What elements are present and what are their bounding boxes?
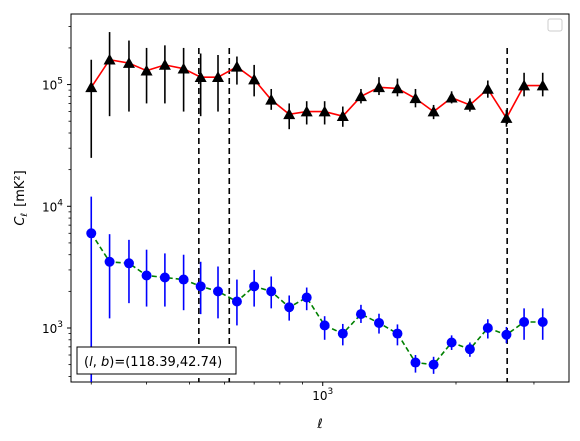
svg-text:Cℓ[mK²]: Cℓ [mK²] (13, 170, 30, 225)
data-point-circle (123, 258, 134, 269)
data-point-triangle (427, 105, 440, 117)
data-point-triangle (265, 93, 278, 105)
data-point-triangle (536, 79, 549, 91)
data-point-triangle (354, 90, 367, 102)
data-point-circle (159, 272, 170, 283)
data-point-triangle (445, 91, 458, 103)
data-point-circle (178, 274, 189, 285)
data-point-circle (337, 328, 348, 339)
data-point-triangle (194, 71, 207, 82)
annotation-b: b (101, 355, 109, 370)
data-point-circle (213, 286, 224, 297)
data-point-triangle (500, 112, 513, 123)
data-point-circle (519, 317, 530, 328)
series-1 (85, 32, 549, 158)
data-point-triangle (300, 105, 313, 117)
x-tick-label: 103 (312, 387, 333, 403)
y-tick-label: 105 (42, 77, 63, 93)
data-point-triangle (230, 60, 243, 72)
plot-area (70, 13, 570, 383)
data-point-triangle (283, 108, 296, 120)
data-point-circle (410, 357, 421, 368)
data-point-triangle (140, 64, 153, 76)
legend-box (547, 18, 563, 32)
data-point-circle (249, 281, 260, 292)
data-point-triangle (318, 105, 331, 117)
data-point-triangle (177, 62, 190, 74)
data-point-circle (392, 328, 403, 339)
y-tick-label: 103 (42, 320, 63, 336)
data-point-triangle (463, 98, 476, 110)
svg-text:(l, b)=(118.39,42.74): (l, b)=(118.39,42.74) (84, 355, 222, 370)
y-tick-label: 104 (42, 198, 63, 214)
data-point-triangle (336, 110, 349, 121)
annotation-l: l (89, 355, 93, 370)
data-point-triangle (518, 79, 531, 91)
data-point-circle (284, 302, 295, 313)
data-point-triangle (85, 81, 98, 93)
data-point-triangle (481, 82, 494, 94)
y-axis-label-sub: ℓ (20, 213, 30, 218)
data-point-triangle (212, 71, 225, 82)
y-axis-ticks: 103 104 105 (42, 26, 71, 377)
data-point-circle (141, 270, 152, 281)
data-point-triangle (103, 53, 116, 65)
data-point-circle (501, 329, 512, 340)
data-point-circle (446, 337, 457, 348)
y-axis-label: Cℓ [mK²] (13, 170, 30, 225)
data-point-circle (104, 256, 115, 267)
data-point-triangle (122, 57, 135, 68)
vertical-lines (198, 48, 508, 382)
x-axis-label: ℓ (316, 417, 322, 432)
data-point-circle (301, 292, 312, 303)
annotation-box (76, 346, 237, 375)
data-point-circle (355, 309, 366, 320)
x-axis-ticks: 103 (90, 382, 535, 403)
annotation-values: =(118.39,42.74) (114, 355, 222, 370)
data-point-triangle (409, 92, 422, 104)
y-axis-label-main: C (13, 216, 28, 226)
data-point-circle (86, 228, 97, 239)
data-point-circle (266, 286, 277, 297)
data-point-circle (195, 281, 206, 292)
data-point-triangle (372, 81, 385, 93)
series-2 (86, 196, 548, 382)
data-point-circle (428, 359, 439, 370)
data-point-circle (482, 322, 493, 333)
data-point-triangle (248, 73, 261, 85)
data-point-circle (464, 344, 475, 355)
data-point-circle (537, 317, 548, 328)
data-point-circle (373, 317, 384, 328)
data-point-circle (231, 296, 242, 307)
annotation: (l, b)=(118.39,42.74) (76, 346, 237, 375)
series-layer (85, 32, 549, 382)
data-point-circle (319, 320, 330, 331)
data-point-triangle (391, 82, 404, 94)
data-point-triangle (158, 58, 171, 70)
y-axis-label-unit: [mK²] (13, 170, 28, 207)
